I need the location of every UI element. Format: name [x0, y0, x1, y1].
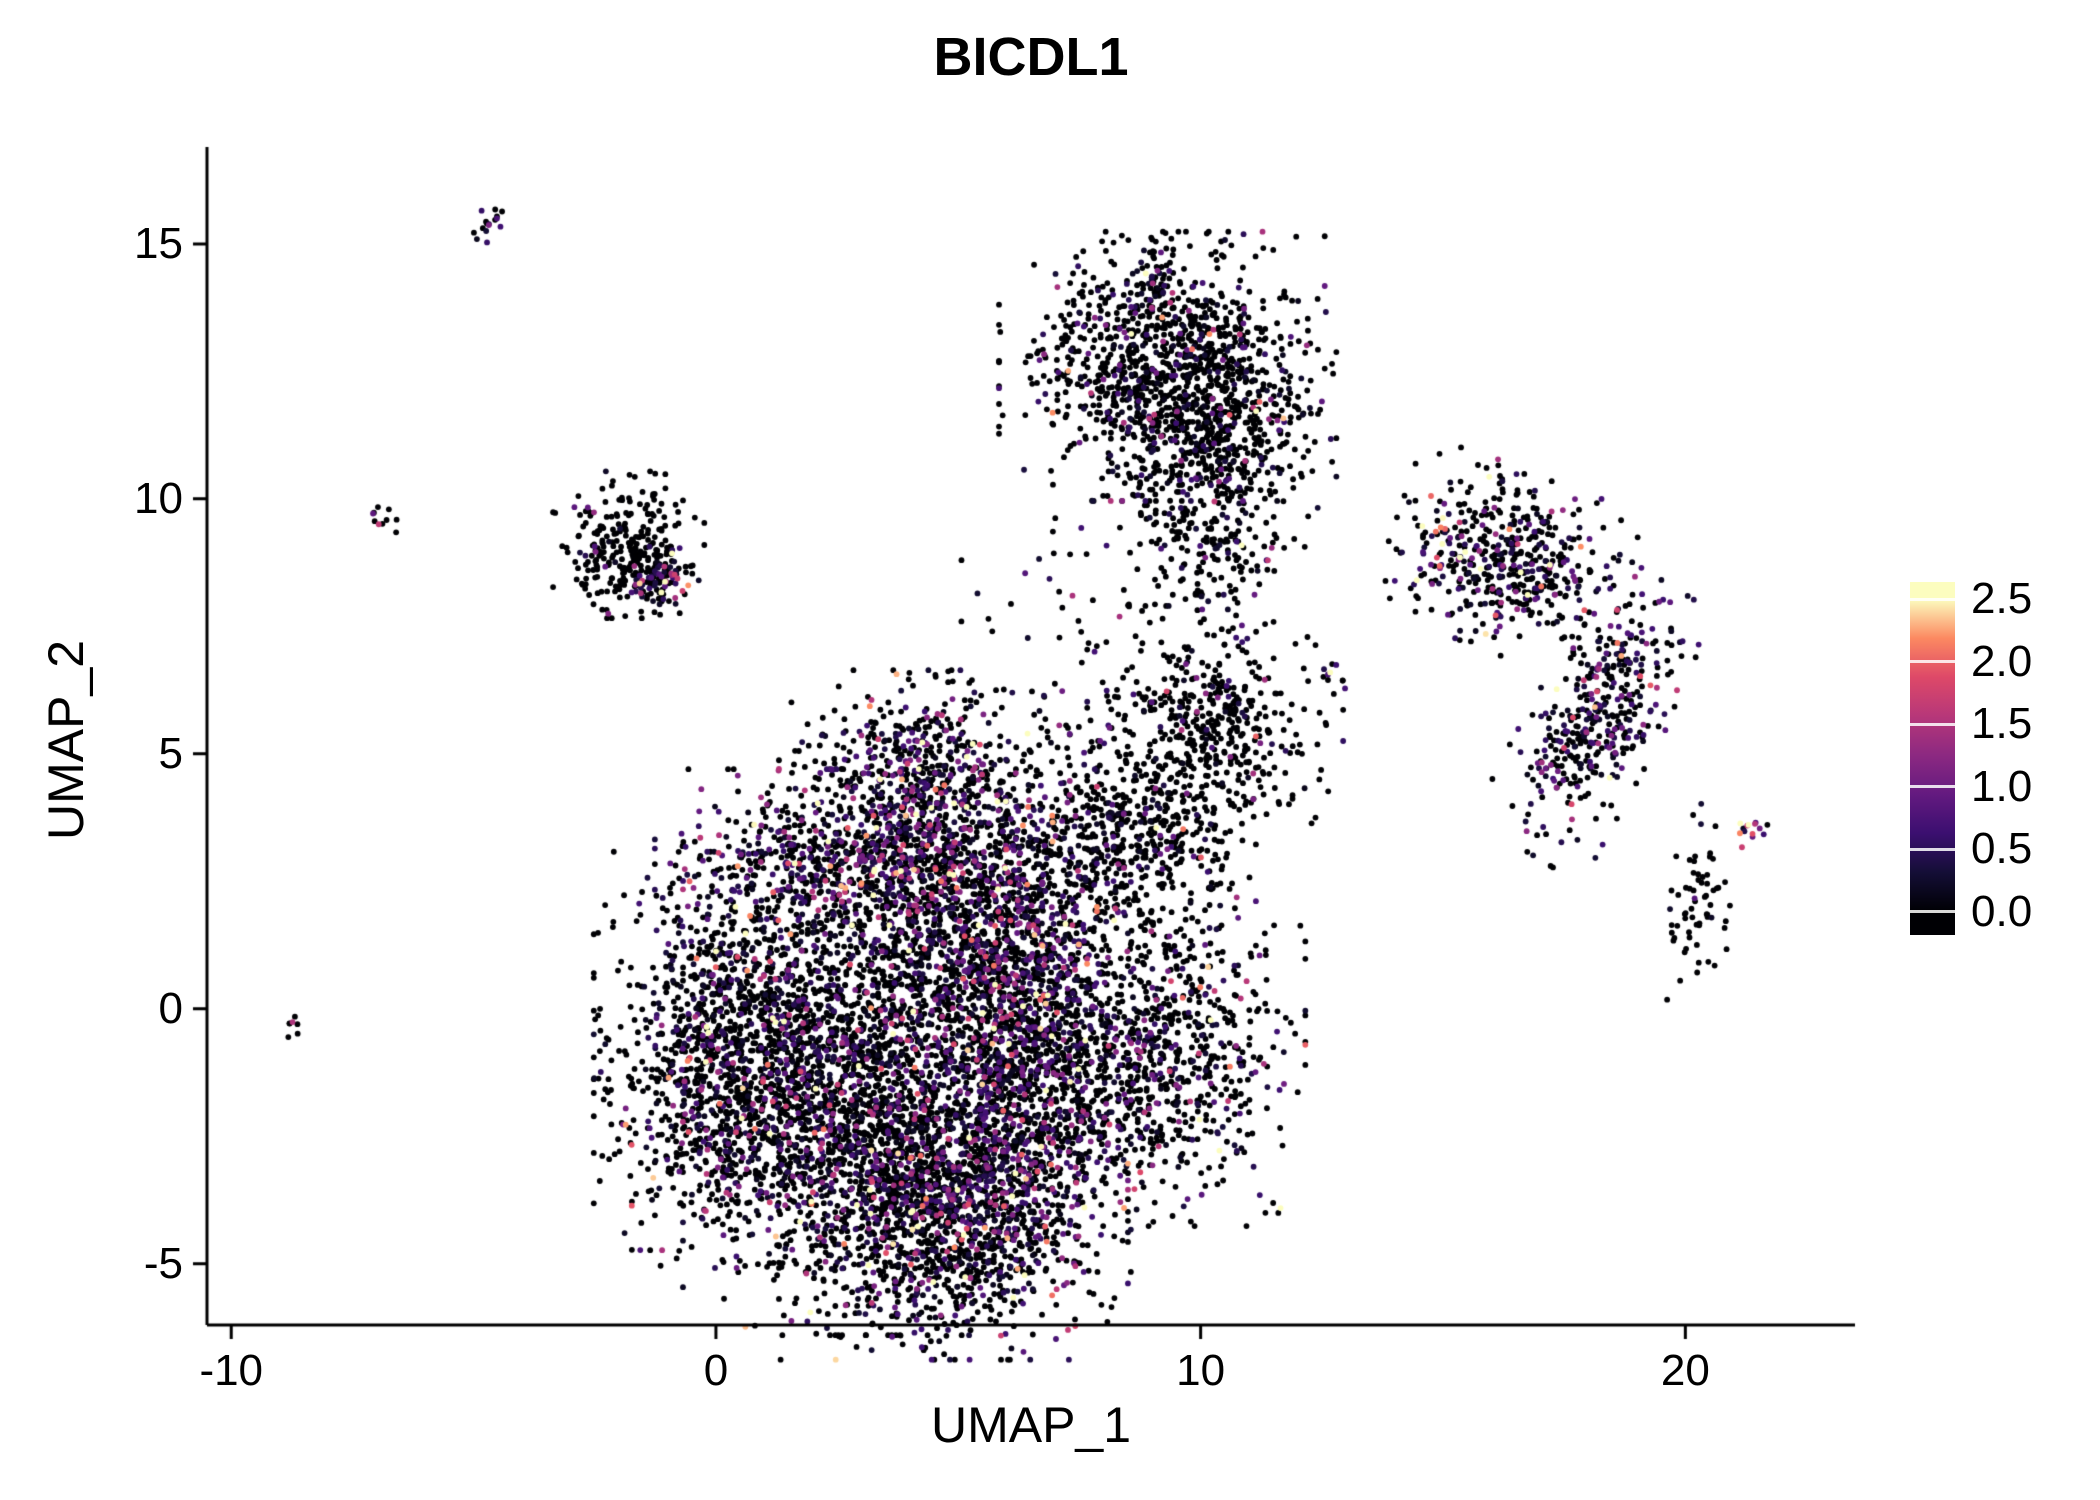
y-tick-label: 5 — [158, 728, 183, 778]
colorbar-tick — [1910, 847, 1955, 851]
colorbar-tick — [1910, 722, 1955, 726]
colorbar-tick-label: 2.0 — [1971, 636, 2033, 686]
colorbar-tick-label: 1.0 — [1971, 761, 2033, 811]
colorbar-tick-label: 0.5 — [1971, 824, 2033, 873]
x-axis-title: UMAP_1 — [930, 1397, 1132, 1453]
colorbar-tick — [1910, 785, 1955, 788]
x-tick-label: 0 — [703, 1346, 729, 1395]
colorbar-tick-label: 2.5 — [1971, 574, 2033, 623]
y-tick-label: 0 — [158, 983, 183, 1033]
colorbar-tick-label: 1.5 — [1971, 699, 2033, 748]
y-tick-label: 10 — [134, 473, 183, 523]
expression-colorbar — [1910, 582, 1955, 935]
x-tick-label: -10 — [199, 1346, 264, 1395]
y-tick-label: -5 — [143, 1238, 183, 1288]
x-tick-label: 10 — [1176, 1346, 1226, 1395]
y-tick-label: 15 — [134, 218, 183, 268]
colorbar-tick — [1910, 910, 1955, 913]
colorbar-tick-label: 0.0 — [1971, 886, 2033, 936]
x-tick-label: 20 — [1660, 1346, 1710, 1395]
colorbar-tick — [1910, 660, 1955, 663]
plot-title: BICDL1 — [933, 27, 1129, 87]
colorbar-tick — [1910, 597, 1955, 601]
